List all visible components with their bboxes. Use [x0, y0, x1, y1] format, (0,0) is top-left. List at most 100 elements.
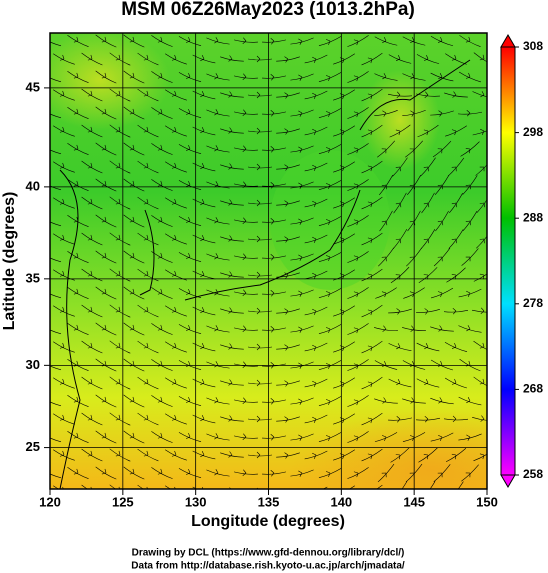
streamline [53, 269, 75, 281]
streamline [95, 250, 117, 264]
streamline [95, 142, 117, 156]
streamline [53, 305, 75, 317]
arrow-head [129, 216, 135, 223]
colorbar-tick-label: 268 [523, 382, 543, 396]
streamline [388, 343, 412, 351]
arrow-head [115, 234, 121, 241]
streamline [123, 394, 145, 408]
streamline [67, 35, 89, 47]
arrow-head [171, 306, 177, 313]
arrow-head [339, 273, 345, 280]
arrow-head [59, 342, 65, 349]
arrow-head [129, 144, 135, 151]
streamline [81, 160, 103, 174]
arrow-head [325, 291, 331, 298]
streamline [430, 110, 454, 116]
streamline [318, 288, 342, 298]
arrow-head [214, 397, 219, 404]
streamline [304, 54, 328, 64]
streamline [430, 35, 454, 47]
streamline [95, 322, 117, 336]
streamline [151, 323, 173, 335]
streamline [137, 268, 159, 282]
field [50, 33, 487, 495]
x-tick-label: 130 [185, 494, 207, 509]
streamline [459, 358, 481, 372]
streamline [50, 221, 62, 227]
arrow-head [452, 491, 457, 495]
arrow-head [115, 414, 121, 421]
arrow-head [312, 344, 317, 351]
streamline [206, 109, 230, 117]
streamline [123, 358, 145, 372]
arrow-head [73, 180, 79, 187]
streamline [95, 34, 117, 48]
arrow-head [424, 308, 429, 315]
streamline [430, 287, 454, 299]
arrow-head [381, 472, 387, 478]
streamline [206, 217, 230, 225]
streamline [151, 35, 173, 47]
arrow-head [101, 144, 107, 151]
arrow-head [325, 399, 331, 406]
streamline [333, 161, 355, 173]
arrow-head [87, 450, 93, 457]
streamline [192, 306, 216, 316]
streamline [276, 92, 300, 98]
arrow-head [242, 397, 247, 404]
arrow-head [185, 108, 191, 115]
streamline [178, 216, 202, 226]
arrow-head [465, 72, 471, 79]
arrow-head [396, 308, 401, 315]
arrow-head [424, 379, 429, 386]
streamline [178, 180, 202, 190]
streamline [151, 71, 173, 83]
arrow-head [228, 307, 233, 314]
arrow-head [312, 452, 317, 459]
arrow-head [465, 148, 471, 154]
streamline [95, 106, 117, 120]
streamline [53, 53, 75, 65]
streamline [123, 70, 145, 84]
arrow-head [143, 450, 149, 457]
streamline [472, 417, 487, 421]
arrow-head [312, 416, 317, 423]
arrow-head [143, 162, 149, 169]
streamline [247, 346, 273, 349]
streamline [206, 37, 230, 45]
streamline [220, 128, 244, 134]
arrow-head [115, 198, 121, 205]
arrow-head [339, 129, 345, 136]
streamline [53, 341, 75, 353]
streamline [95, 430, 117, 444]
arrow-head [466, 290, 471, 297]
arrow-head [59, 126, 65, 133]
arrow-head [228, 235, 233, 242]
streamline [262, 291, 287, 295]
arrow-head [353, 39, 359, 46]
arrow-head [367, 381, 373, 388]
arrow-head [59, 162, 65, 169]
arrow-head [143, 126, 149, 133]
arrow-head [228, 91, 233, 98]
arrow-head [353, 435, 359, 442]
arrow-head [115, 342, 121, 349]
arrow-head [480, 415, 485, 422]
streamline [67, 359, 89, 371]
streamline [304, 306, 328, 316]
streamline [81, 124, 103, 138]
streamline [318, 468, 342, 478]
arrow-head [157, 216, 163, 223]
streamline [178, 360, 202, 370]
streamline [458, 396, 482, 406]
arrow-head [325, 39, 331, 46]
arrow-head [242, 37, 247, 44]
streamline [290, 73, 314, 81]
arrow-head [339, 57, 345, 64]
arrow-head [171, 234, 177, 241]
streamline [290, 217, 314, 225]
arrow-head [171, 378, 177, 385]
streamline [50, 329, 62, 335]
arrow-head [410, 73, 415, 80]
streamline [473, 52, 487, 63]
